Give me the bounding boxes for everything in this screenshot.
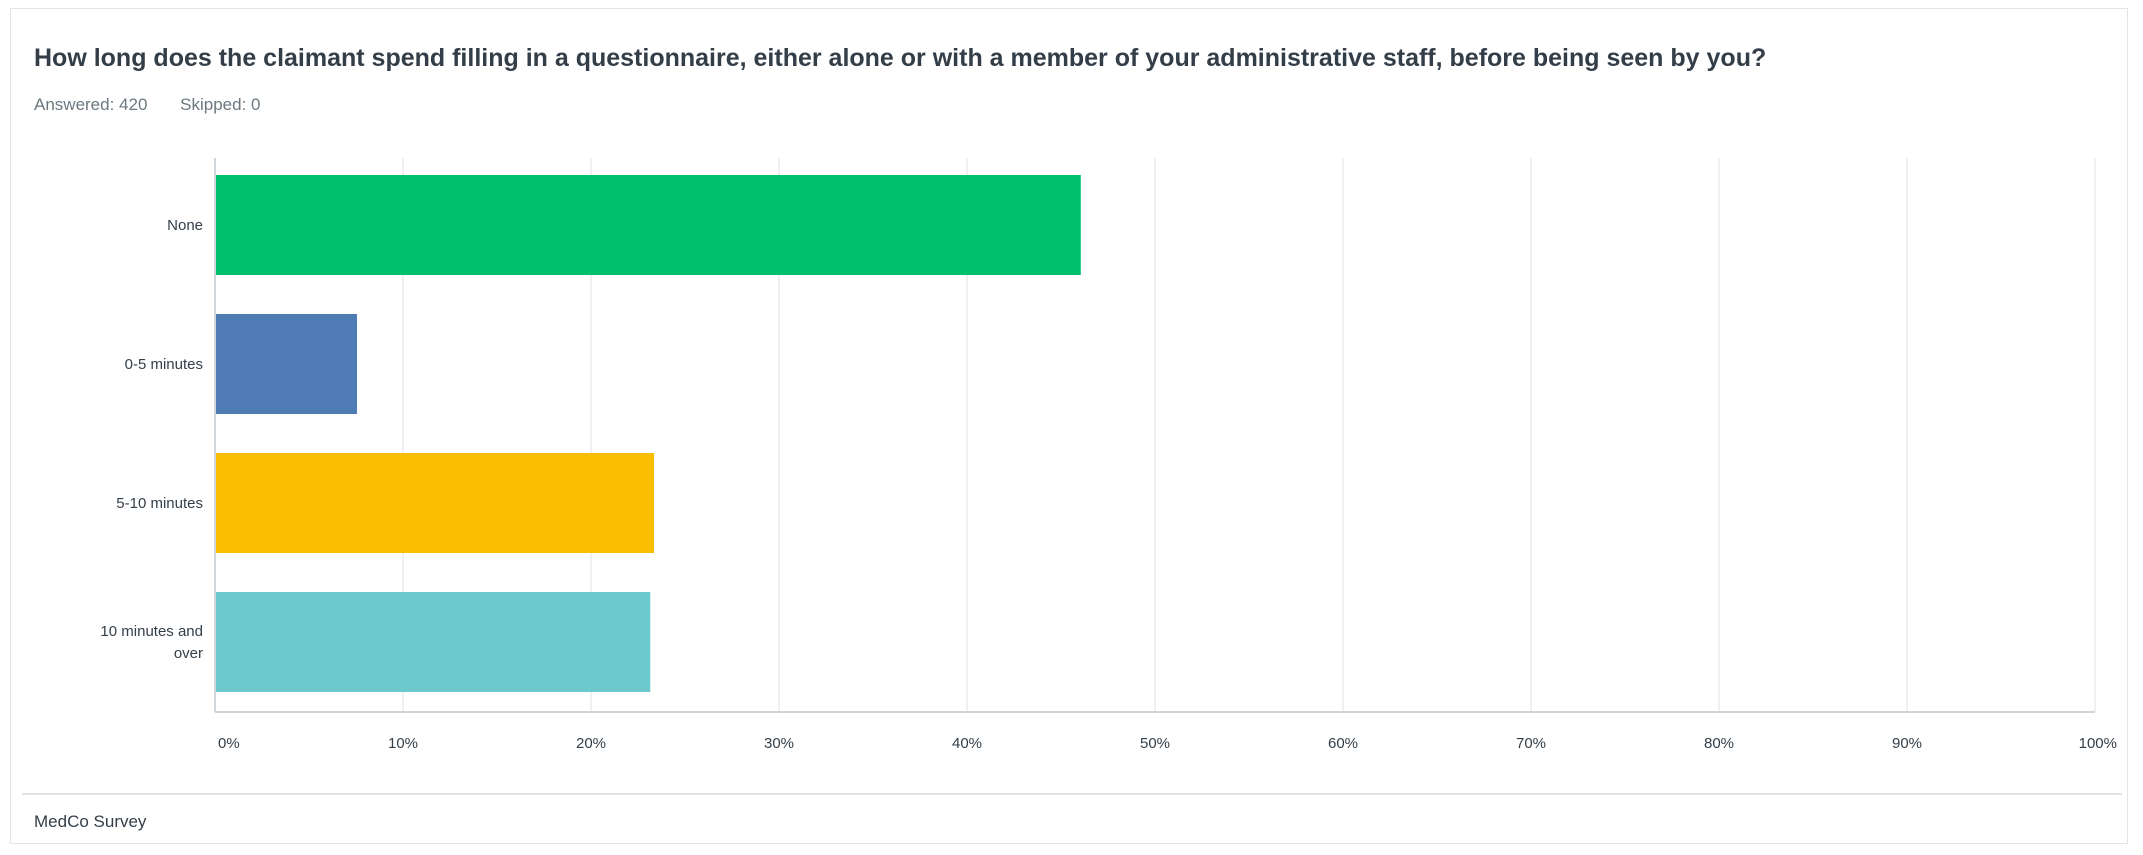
category-label: 5-10 minutes <box>116 495 203 512</box>
x-tick-label: 40% <box>952 735 982 752</box>
answered-count: Answered: 420 <box>34 95 148 114</box>
bar <box>216 453 655 553</box>
category-label: None <box>167 217 203 234</box>
skipped-count: Skipped: 0 <box>180 95 261 114</box>
category-label: 0-5 minutes <box>125 356 203 373</box>
bar <box>216 175 1081 275</box>
survey-name: MedCo Survey <box>34 812 147 831</box>
x-tick-label: 30% <box>764 735 794 752</box>
category-label: 10 minutes and <box>100 623 203 640</box>
question-title: How long does the claimant spend filling… <box>34 44 1767 72</box>
bar <box>216 314 357 414</box>
x-tick-label: 20% <box>576 735 606 752</box>
x-tick-label: 50% <box>1140 735 1170 752</box>
x-tick-label: 60% <box>1328 735 1358 752</box>
chart-card <box>10 8 2128 844</box>
bar <box>216 592 651 692</box>
x-tick-label: 80% <box>1704 735 1734 752</box>
category-label: over <box>174 645 203 662</box>
x-tick-label: 10% <box>388 735 418 752</box>
x-tick-label: 70% <box>1516 735 1546 752</box>
footer-divider <box>22 793 2122 795</box>
response-stats: Answered: 420 Skipped: 0 <box>34 95 288 115</box>
x-tick-label: 0% <box>218 735 240 752</box>
x-tick-label: 90% <box>1892 735 1922 752</box>
x-tick-label: 100% <box>2079 735 2117 752</box>
